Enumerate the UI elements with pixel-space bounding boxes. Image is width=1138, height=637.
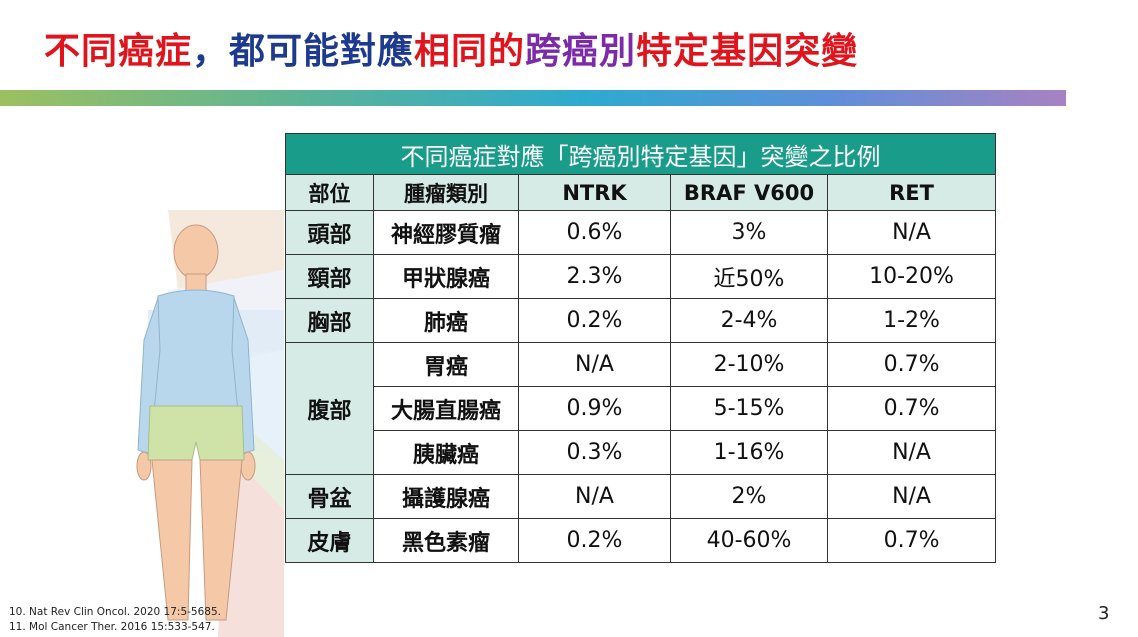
braf-cell: 2% xyxy=(670,474,828,519)
ret-cell: N/A xyxy=(826,474,997,519)
ntrk-cell: 0.3% xyxy=(518,430,671,475)
ntrk-cell: 0.2% xyxy=(518,518,671,563)
title-part-3: 相同的 xyxy=(414,31,526,72)
ret-cell: 1-2% xyxy=(826,298,997,343)
title-part-1: 不同癌症 xyxy=(44,31,193,72)
ret-cell: N/A xyxy=(826,430,997,475)
header-tumor-type: 腫瘤類別 xyxy=(373,174,519,211)
title-part-5: 特定基因突變 xyxy=(636,31,859,72)
right-leg-shape xyxy=(199,459,243,621)
table-row: 頭部 神經膠質瘤 0.6% 3% N/A xyxy=(285,210,997,255)
ntrk-cell: 2.3% xyxy=(518,254,671,299)
table-row: 頸部 甲狀腺癌 2.3% 近50% 10-20% xyxy=(285,254,997,299)
left-leg-shape xyxy=(151,459,193,621)
slide-title: 不同癌症，都可能對應相同的跨癌別特定基因突變 xyxy=(44,22,858,74)
cancer-cell: 攝護腺癌 xyxy=(373,474,519,519)
table-row: 皮膚 黑色素瘤 0.2% 40-60% 0.7% xyxy=(285,518,997,563)
braf-cell: 2-4% xyxy=(670,298,828,343)
neck-shape xyxy=(185,273,207,293)
ntrk-cell: N/A xyxy=(518,474,671,519)
table-caption-row: 不同癌症對應「跨癌別特定基因」突變之比例 xyxy=(284,133,997,175)
braf-cell: 3% xyxy=(670,210,828,255)
region-cell: 腹部 xyxy=(285,342,374,475)
left-hand-shape xyxy=(136,451,152,481)
header-ntrk: NTRK xyxy=(518,174,671,211)
cancer-cell: 甲狀腺癌 xyxy=(373,254,519,299)
cancer-cell: 大腸直腸癌 xyxy=(373,386,519,431)
cancer-cell: 神經膠質瘤 xyxy=(373,210,519,255)
braf-cell: 2-10% xyxy=(670,342,828,387)
ntrk-cell: N/A xyxy=(518,342,671,387)
braf-cell: 5-15% xyxy=(670,386,828,431)
cancer-cell: 黑色素瘤 xyxy=(373,518,519,563)
braf-cell: 近50% xyxy=(670,254,828,299)
table-row: 骨盆 攝護腺癌 N/A 2% N/A xyxy=(285,474,997,519)
region-cell: 胸部 xyxy=(285,298,374,343)
region-cell: 頭部 xyxy=(285,210,374,255)
table-row: 胸部 肺癌 0.2% 2-4% 1-2% xyxy=(285,298,997,343)
region-cell: 骨盆 xyxy=(285,474,374,519)
reference-11: 11. Mol Cancer Ther. 2016 15:533-547. xyxy=(9,621,215,633)
title-part-2: ，都可能對應 xyxy=(192,31,415,72)
page-number: 3 xyxy=(1098,603,1110,624)
table-caption: 不同癌症對應「跨癌別特定基因」突變之比例 xyxy=(284,133,997,175)
header-braf: BRAF V600 xyxy=(670,174,828,211)
table-row: 大腸直腸癌 0.9% 5-15% 0.7% xyxy=(286,386,997,431)
shorts-shape xyxy=(147,405,245,461)
header-region: 部位 xyxy=(285,174,374,211)
ret-cell: 0.7% xyxy=(826,518,997,563)
torso-shape xyxy=(149,289,243,407)
braf-cell: 1-16% xyxy=(670,430,828,475)
ntrk-cell: 0.6% xyxy=(518,210,671,255)
human-body-illustration xyxy=(136,210,284,637)
header-ret: RET xyxy=(826,174,997,211)
table-header-row: 部位 腫瘤類別 NTRK BRAF V600 RET xyxy=(285,174,997,211)
region-cell: 頸部 xyxy=(285,254,374,299)
head-shape xyxy=(173,224,219,280)
braf-cell: 40-60% xyxy=(670,518,828,563)
cancer-cell: 肺癌 xyxy=(373,298,519,343)
ntrk-cell: 0.2% xyxy=(518,298,671,343)
reference-10: 10. Nat Rev Clin Oncol. 2020 17:5-5685. xyxy=(9,606,221,618)
ret-cell: 0.7% xyxy=(826,386,997,431)
gene-mutation-table: 不同癌症對應「跨癌別特定基因」突變之比例 部位 腫瘤類別 NTRK BRAF V… xyxy=(284,133,997,563)
region-cell: 皮膚 xyxy=(285,518,374,563)
ret-cell: 10-20% xyxy=(826,254,997,299)
title-part-4: 跨癌別 xyxy=(525,31,637,72)
title-gradient-bar xyxy=(0,90,1066,106)
table-row: 胰臟癌 0.3% 1-16% N/A xyxy=(286,430,997,475)
cancer-cell: 胰臟癌 xyxy=(373,430,519,475)
ret-cell: N/A xyxy=(826,210,997,255)
ntrk-cell: 0.9% xyxy=(518,386,671,431)
table-row: 腹部 胃癌 N/A 2-10% 0.7% xyxy=(285,342,997,475)
ret-cell: 0.7% xyxy=(826,342,997,387)
cancer-cell: 胃癌 xyxy=(373,342,519,387)
